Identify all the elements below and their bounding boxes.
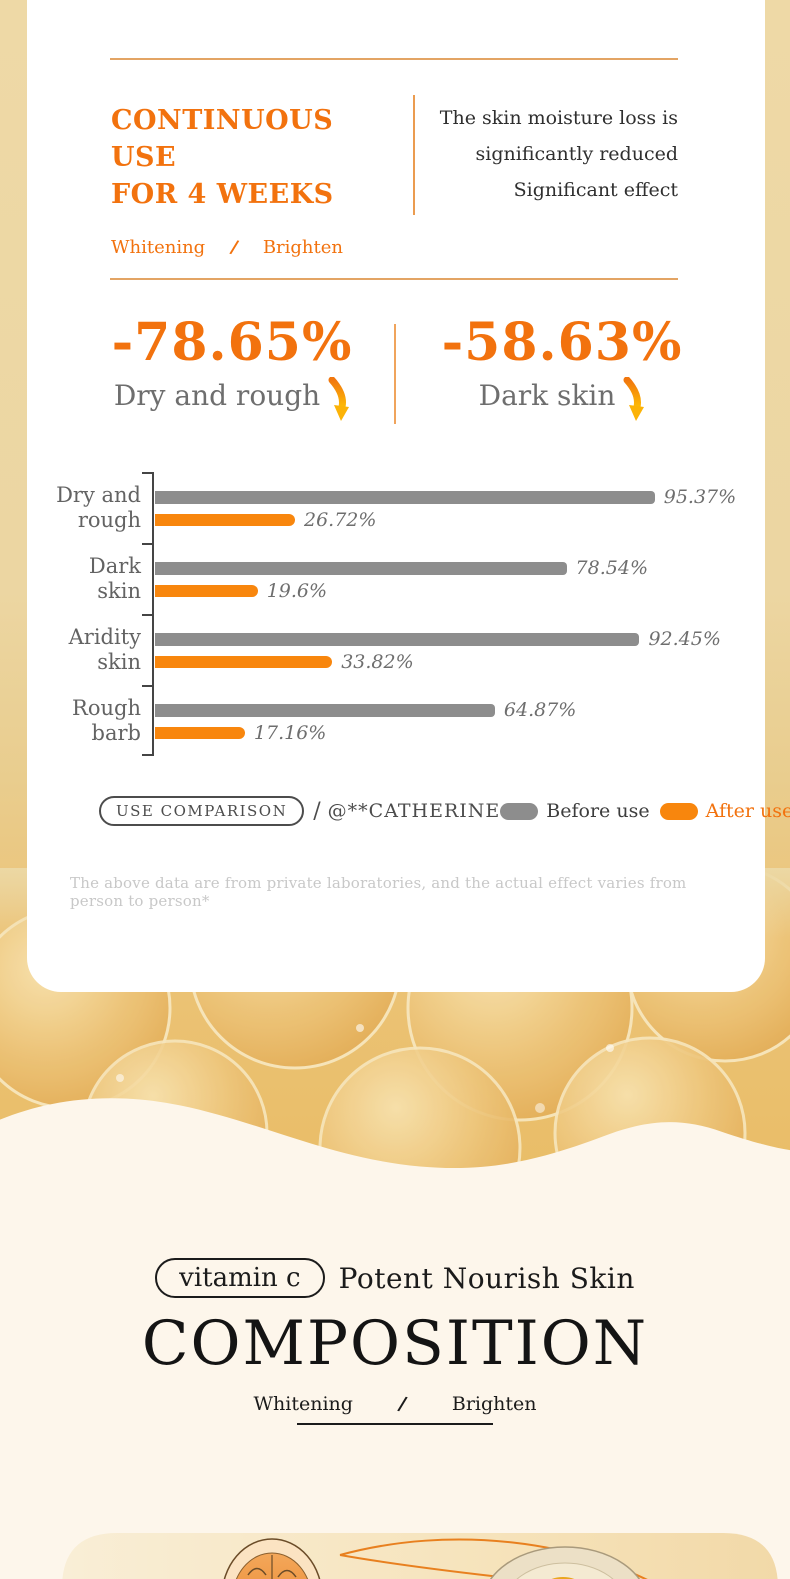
slash-icon: / xyxy=(228,236,240,259)
header-right-line2: significantly reduced xyxy=(475,143,678,165)
stats-vertical-divider xyxy=(394,324,396,424)
bar-value-label: 95.37% xyxy=(663,486,737,508)
vitamin-c-pill: vitamin c xyxy=(155,1258,325,1298)
bottom-illustration-panel xyxy=(62,1533,778,1579)
axis-tick xyxy=(142,472,153,474)
after-use-swatch xyxy=(659,802,698,820)
before-use-bar: 95.37% xyxy=(155,486,736,508)
chart-band-dark-skin: Dark skin 78.54% 19.6% xyxy=(27,543,765,614)
after-use-bar: 19.6% xyxy=(155,580,679,602)
composition-section: vitamin c Potent Nourish Skin COMPOSITIO… xyxy=(0,1258,790,1425)
card-header-right: The skin moisture loss is significantly … xyxy=(438,100,678,208)
bar-segment xyxy=(155,727,245,739)
bar-segment xyxy=(155,632,640,646)
cream-section-background xyxy=(0,1190,790,1579)
bar-value-label: 26.72% xyxy=(304,509,377,531)
category-label: Dry and rough xyxy=(56,482,141,532)
before-use-label: Before use xyxy=(546,800,650,822)
second-divider-line xyxy=(110,278,678,280)
bar-segment xyxy=(155,656,333,668)
after-use-bar: 17.16% xyxy=(155,722,679,744)
header-vertical-divider xyxy=(413,95,415,215)
tag-brighten: Brighten xyxy=(262,237,343,258)
use-comparison-pill: USE COMPARISON xyxy=(99,796,305,826)
card-title-line2: FOR 4 WEEKS xyxy=(111,179,334,210)
chart-band-rough-barb: Rough barb 64.87% 17.16% xyxy=(27,685,765,756)
bar-value-label: 64.87% xyxy=(503,699,577,721)
stats-row: -78.65% Dry and rough -58.63% Dark xyxy=(27,312,765,444)
chart-legend-row: USE COMPARISON / @**CATHERINE Before use… xyxy=(99,796,790,826)
bar-value-label: 78.54% xyxy=(575,557,648,579)
category-label: Aridity skin xyxy=(68,624,141,674)
axis-tick xyxy=(142,754,153,756)
after-use-bar: 26.72% xyxy=(155,509,679,531)
tag-whitening: Whitening xyxy=(111,237,206,258)
composition-tags: Whitening / Brighten xyxy=(253,1392,537,1416)
axis-tick xyxy=(142,614,153,616)
before-use-bar: 64.87% xyxy=(155,699,679,721)
slash-icon: / xyxy=(396,1392,409,1416)
stat-label-text: Dark skin xyxy=(478,379,616,412)
axis-tick xyxy=(142,685,153,687)
card-title-line1: CONTINUOUS USE xyxy=(111,105,334,173)
reviewer-handle: @**CATHERINE xyxy=(327,800,501,822)
stat-label-text: Dry and rough xyxy=(113,379,321,412)
comparison-bar-chart: Dry and rough 95.37% 26.72% Dark skin 78.54% 19… xyxy=(27,472,765,756)
bar-value-label: 17.16% xyxy=(253,722,327,744)
cream-wave-divider xyxy=(0,1098,790,1197)
stat-dry-and-rough: -78.65% Dry and rough xyxy=(92,312,372,421)
stat-value: -58.63% xyxy=(441,312,683,373)
before-use-bar: 92.45% xyxy=(155,628,721,650)
disclaimer-text: The above data are from private laborato… xyxy=(70,874,687,910)
top-divider-line xyxy=(110,58,678,60)
bar-value-label: 92.45% xyxy=(648,628,721,650)
category-label: Rough barb xyxy=(72,695,141,745)
stat-label: Dark skin xyxy=(478,377,646,421)
chart-rows: Dry and rough 95.37% 26.72% Dark skin 78.54% 19… xyxy=(27,472,765,756)
header-right-line1: The skin moisture loss is xyxy=(439,107,678,129)
composition-subtitle-row: vitamin c Potent Nourish Skin xyxy=(155,1258,635,1298)
stat-dark-skin: -58.63% Dark skin xyxy=(422,312,702,421)
composition-tagline: Potent Nourish Skin xyxy=(338,1261,635,1295)
card-tags: Whitening / Brighten xyxy=(111,236,343,259)
composition-title: COMPOSITION xyxy=(141,1308,649,1379)
composition-underline xyxy=(297,1423,493,1425)
before-use-swatch xyxy=(500,802,539,820)
bar-value-label: 33.82% xyxy=(341,651,414,673)
axis-tick xyxy=(142,543,153,545)
chart-band-dry-and-rough: Dry and rough 95.37% 26.72% xyxy=(27,472,765,543)
after-use-label: After use xyxy=(705,800,790,822)
category-label: Dark skin xyxy=(88,553,141,603)
bar-segment xyxy=(155,561,567,575)
bar-segment xyxy=(155,585,258,597)
bar-value-label: 19.6% xyxy=(266,580,328,602)
decrease-arrow-icon xyxy=(623,377,645,421)
chart-band-aridity-skin: Aridity skin 92.45% 33.82% xyxy=(27,614,765,685)
tag-brighten: Brighten xyxy=(451,1393,537,1415)
bar-segment xyxy=(155,703,495,717)
tag-whitening: Whitening xyxy=(253,1393,353,1415)
legend-slash-icon: / xyxy=(313,798,321,824)
header-right-line3: Significant effect xyxy=(513,179,678,201)
decrease-arrow-icon xyxy=(328,377,350,421)
chart-y-axis xyxy=(152,472,154,756)
bar-segment xyxy=(155,490,655,504)
card-title: CONTINUOUS USE FOR 4 WEEKS xyxy=(111,102,361,213)
bar-segment xyxy=(155,514,295,526)
results-card: CONTINUOUS USE FOR 4 WEEKS Whitening / B… xyxy=(27,0,790,992)
before-use-bar: 78.54% xyxy=(155,557,679,579)
card-header-left: CONTINUOUS USE FOR 4 WEEKS Whitening / B… xyxy=(111,102,361,258)
stat-value: -78.65% xyxy=(111,312,353,373)
stat-label: Dry and rough xyxy=(113,377,350,421)
after-use-bar: 33.82% xyxy=(155,651,679,673)
